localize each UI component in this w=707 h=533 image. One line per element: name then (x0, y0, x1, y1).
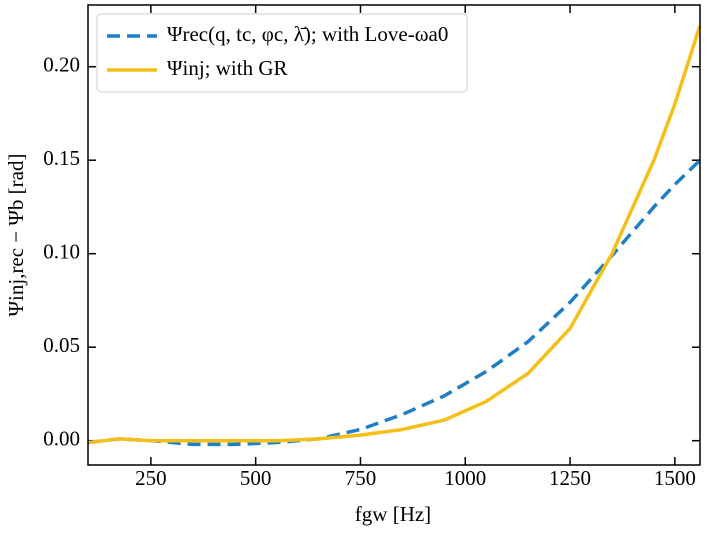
plot-frame (87, 4, 701, 466)
series-line (87, 25, 702, 445)
y-tick-label: 0.00 (43, 427, 80, 451)
legend-box (96, 13, 468, 93)
x-tick-label: 1000 (444, 466, 486, 490)
y-tick-label: 0.20 (43, 53, 80, 77)
x-tick-label: 1500 (654, 466, 696, 490)
series-line (87, 158, 702, 447)
legend-label: Ψinj; with GR (167, 56, 288, 80)
x-tick-label: 1250 (549, 466, 591, 490)
x-tick-label: 750 (345, 466, 377, 490)
y-tick-label: 0.15 (43, 146, 80, 170)
x-tick-label: 500 (240, 466, 272, 490)
legend-label: Ψrec(q, tc, φc, λ̄); with Love-ωa0 (167, 22, 448, 46)
y-tick-label: 0.05 (43, 333, 80, 357)
y-axis-label: Ψinj,rec − Ψb [rad] (4, 154, 28, 317)
y-tick-label: 0.10 (43, 240, 80, 264)
x-axis-label: fgw [Hz] (355, 502, 431, 526)
x-tick-label: 250 (135, 466, 167, 490)
